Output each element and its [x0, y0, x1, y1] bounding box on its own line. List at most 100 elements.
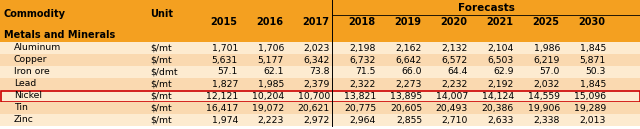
Text: 2016: 2016: [256, 17, 283, 27]
Text: 2,192: 2,192: [488, 79, 514, 88]
Text: 16,417: 16,417: [205, 103, 238, 112]
Text: 6,342: 6,342: [303, 55, 330, 64]
Text: 10,204: 10,204: [252, 91, 284, 100]
Text: 20,621: 20,621: [298, 103, 330, 112]
Bar: [0, 102, 640, 114]
Text: 5,177: 5,177: [258, 55, 284, 64]
Text: 2,855: 2,855: [396, 115, 422, 124]
Bar: [0, 0, 640, 28]
Text: 2,338: 2,338: [534, 115, 560, 124]
Text: 12,121: 12,121: [205, 91, 238, 100]
Text: Forecasts: Forecasts: [458, 3, 515, 13]
Text: 2015: 2015: [210, 17, 237, 27]
Bar: [0, 114, 640, 126]
Text: 71.5: 71.5: [356, 67, 376, 76]
Bar: [0, 54, 640, 66]
Text: Copper: Copper: [14, 55, 47, 64]
Text: 2,972: 2,972: [303, 115, 330, 124]
Text: $/dmt: $/dmt: [150, 67, 177, 76]
Text: Zinc: Zinc: [14, 115, 34, 124]
Text: 1,706: 1,706: [258, 43, 284, 53]
Text: Nickel: Nickel: [14, 91, 42, 100]
Bar: [0, 42, 640, 54]
Text: 2,223: 2,223: [258, 115, 284, 124]
Text: $/mt: $/mt: [150, 91, 172, 100]
Text: 2,379: 2,379: [303, 79, 330, 88]
Text: 1,845: 1,845: [580, 79, 606, 88]
Text: 2020: 2020: [440, 17, 467, 27]
Text: 15,096: 15,096: [574, 91, 606, 100]
Text: 2,132: 2,132: [442, 43, 468, 53]
Text: 1,985: 1,985: [258, 79, 284, 88]
Text: 19,906: 19,906: [528, 103, 560, 112]
Text: 6,732: 6,732: [349, 55, 376, 64]
Text: 5,631: 5,631: [212, 55, 238, 64]
Text: 6,572: 6,572: [442, 55, 468, 64]
Text: 19,072: 19,072: [252, 103, 284, 112]
Text: 1,701: 1,701: [212, 43, 238, 53]
Text: 10,700: 10,700: [298, 91, 330, 100]
Text: 6,219: 6,219: [534, 55, 560, 64]
Bar: [1, 91, 639, 102]
Bar: [0, 66, 640, 78]
Text: 2019: 2019: [394, 17, 421, 27]
Text: 2,710: 2,710: [442, 115, 468, 124]
Text: 57.1: 57.1: [218, 67, 238, 76]
Text: 2,162: 2,162: [396, 43, 422, 53]
Text: Unit: Unit: [150, 9, 173, 19]
Text: 1,986: 1,986: [534, 43, 560, 53]
Text: 2017: 2017: [302, 17, 329, 27]
Text: 2,633: 2,633: [488, 115, 514, 124]
Text: 6,503: 6,503: [488, 55, 514, 64]
Text: $/mt: $/mt: [150, 79, 172, 88]
Text: Aluminum: Aluminum: [14, 43, 61, 53]
Text: 2018: 2018: [348, 17, 375, 27]
Text: Metals and Minerals: Metals and Minerals: [4, 30, 115, 40]
Text: Commodity: Commodity: [3, 9, 65, 19]
Text: Iron ore: Iron ore: [14, 67, 50, 76]
Text: 64.4: 64.4: [447, 67, 468, 76]
Text: 2,964: 2,964: [349, 115, 376, 124]
Text: 50.3: 50.3: [586, 67, 606, 76]
Text: 2,322: 2,322: [349, 79, 376, 88]
Text: 5,871: 5,871: [580, 55, 606, 64]
Text: 14,559: 14,559: [528, 91, 560, 100]
Text: 19,289: 19,289: [573, 103, 606, 112]
Text: 2030: 2030: [578, 17, 605, 27]
Text: 2,232: 2,232: [442, 79, 468, 88]
Text: 13,821: 13,821: [344, 91, 376, 100]
Text: Lead: Lead: [14, 79, 36, 88]
Text: 57.0: 57.0: [540, 67, 560, 76]
Text: 2021: 2021: [486, 17, 513, 27]
Text: $/mt: $/mt: [150, 103, 172, 112]
Text: 2,013: 2,013: [580, 115, 606, 124]
Text: 14,007: 14,007: [436, 91, 468, 100]
Text: 13,895: 13,895: [390, 91, 422, 100]
Text: Tin: Tin: [14, 103, 28, 112]
Text: 20,386: 20,386: [482, 103, 514, 112]
Text: 2,032: 2,032: [534, 79, 560, 88]
Bar: [0, 90, 640, 102]
Text: 1,974: 1,974: [212, 115, 238, 124]
Text: 2025: 2025: [532, 17, 559, 27]
Text: 1,845: 1,845: [580, 43, 606, 53]
Text: 14,124: 14,124: [482, 91, 514, 100]
Text: $/mt: $/mt: [150, 55, 172, 64]
Text: 1,827: 1,827: [212, 79, 238, 88]
Text: 2,198: 2,198: [349, 43, 376, 53]
Text: 62.1: 62.1: [264, 67, 284, 76]
Bar: [0, 28, 640, 42]
Text: 20,493: 20,493: [436, 103, 468, 112]
Text: 2,023: 2,023: [303, 43, 330, 53]
Text: 20,605: 20,605: [390, 103, 422, 112]
Text: 2,273: 2,273: [396, 79, 422, 88]
Text: $/mt: $/mt: [150, 43, 172, 53]
Text: 62.9: 62.9: [493, 67, 514, 76]
Text: 73.8: 73.8: [310, 67, 330, 76]
Text: 2,104: 2,104: [488, 43, 514, 53]
Bar: [0, 78, 640, 90]
Text: 6,642: 6,642: [396, 55, 422, 64]
Text: 66.0: 66.0: [401, 67, 422, 76]
Text: 20,775: 20,775: [344, 103, 376, 112]
Text: $/mt: $/mt: [150, 115, 172, 124]
